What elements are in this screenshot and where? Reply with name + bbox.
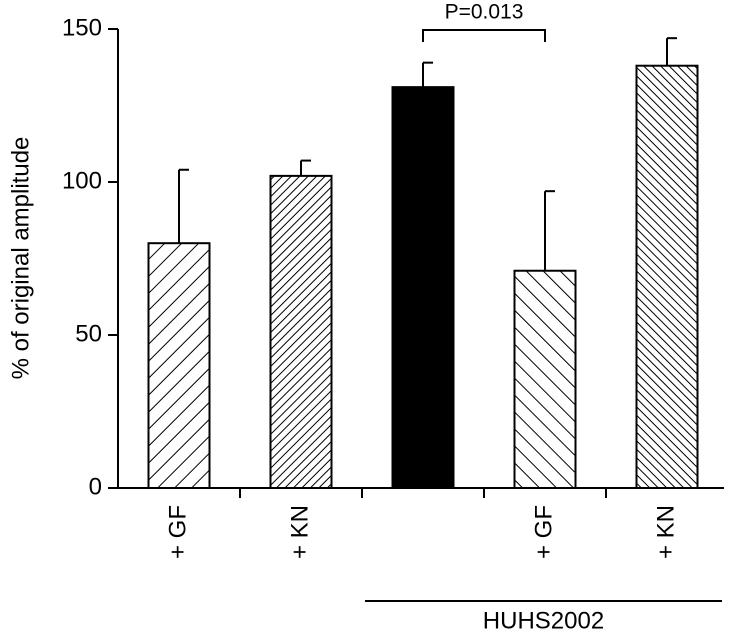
y-axis-label: % of original amplitude [7, 137, 34, 380]
bar [635, 64, 699, 489]
annotation: P=0.013 [445, 1, 524, 24]
significance-bracket [422, 29, 546, 42]
bar [513, 269, 577, 489]
group-label: HUHS2002 [483, 607, 604, 634]
y-tick-label: 100 [62, 167, 102, 194]
x-tick-label: + GF [164, 505, 191, 559]
x-tick-label: + GF [530, 505, 557, 559]
x-tick-label: + KN [652, 505, 679, 559]
y-tick-label: 50 [75, 320, 102, 347]
y-tick-label: 0 [89, 473, 102, 500]
y-tick-label: 150 [62, 14, 102, 41]
bar [269, 174, 333, 489]
x-tick-label: + KN [286, 505, 313, 559]
bar [147, 242, 211, 489]
bar [391, 86, 455, 489]
